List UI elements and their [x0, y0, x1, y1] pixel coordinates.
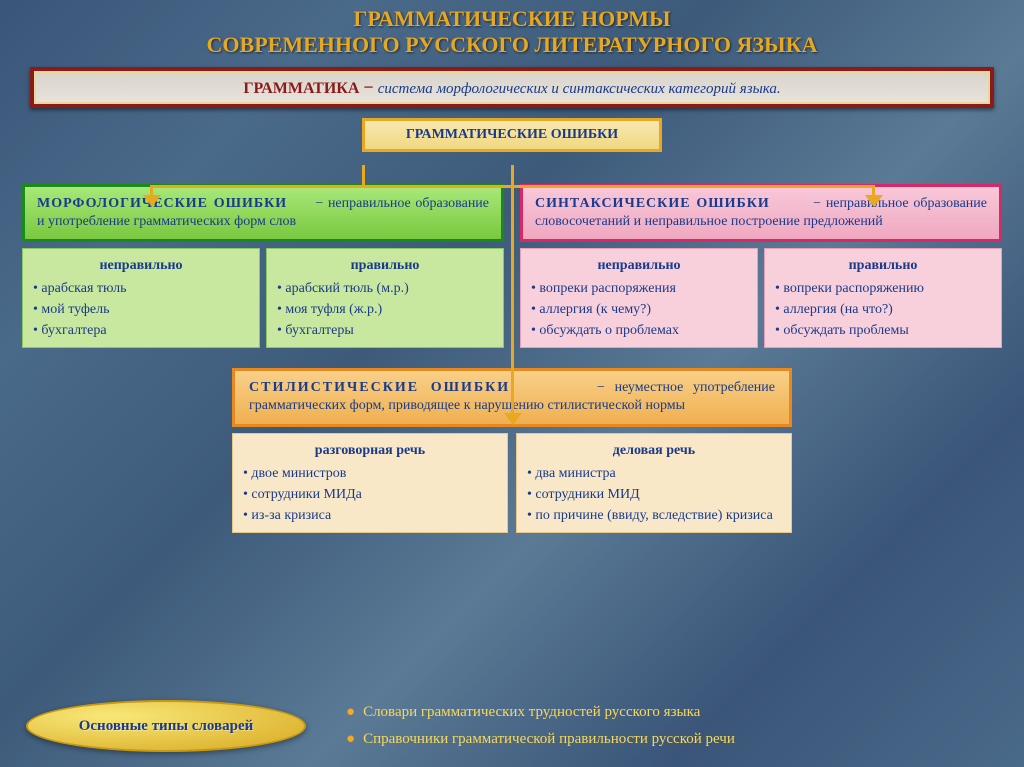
morf-dash: − — [315, 196, 323, 211]
morf-heading: МОРФОЛОГИЧЕСКИЕ ОШИБКИ — [37, 196, 287, 211]
morf-wrong-box: неправильно • арабская тюль • мой туфель… — [22, 248, 260, 348]
title-line1: ГРАММАТИЧЕСКИЕ НОРМЫ — [0, 6, 1024, 32]
synt-dash: − — [813, 196, 821, 211]
list-item: • арабская тюль — [33, 278, 249, 299]
errors-heading-box: ГРАММАТИЧЕСКИЕ ОШИБКИ — [362, 118, 662, 152]
definition-box: ГРАММАТИКА − система морфологических и с… — [30, 67, 994, 108]
styl-right-box: деловая речь • два министра • сотрудники… — [516, 433, 792, 533]
page-title: ГРАММАТИЧЕСКИЕ НОРМЫ СОВРЕМЕННОГО РУССКО… — [0, 0, 1024, 59]
definition-text: система морфологических и синтаксических… — [378, 81, 781, 97]
list-item: • мой туфель — [33, 299, 249, 320]
list-item: • бухгалтеры — [277, 320, 493, 341]
syntactic-box: СИНТАКСИЧЕСКИЕ ОШИБКИ − неправильное обр… — [520, 184, 1002, 242]
styl-right-heading: деловая речь — [527, 440, 781, 461]
footer: Основные типы словарей ●Словари граммати… — [0, 699, 1024, 753]
definition-label: ГРАММАТИКА — [243, 80, 359, 97]
definition-dash: − — [363, 77, 373, 97]
morf-right-heading: правильно — [277, 255, 493, 276]
dictionaries-oval: Основные типы словарей — [26, 700, 306, 752]
list-item: • арабский тюль (м.р.) — [277, 278, 493, 299]
list-item: • из-за кризиса — [243, 505, 497, 526]
errors-heading: ГРАММАТИЧЕСКИЕ ОШИБКИ — [406, 127, 618, 142]
arrow-down-icon — [504, 413, 522, 425]
synt-heading: СИНТАКСИЧЕСКИЕ ОШИБКИ — [535, 196, 770, 211]
dictionaries-list: ●Словари грамматических трудностей русск… — [346, 699, 735, 753]
styl-left-heading: разговорная речь — [243, 440, 497, 461]
arrow-down-icon — [143, 195, 161, 207]
synt-right-box: правильно • вопреки распоряжению • аллер… — [764, 248, 1002, 348]
styl-dash: − — [597, 380, 605, 395]
list-item: • вопреки распоряжения — [531, 278, 747, 299]
bullet-icon: ● — [346, 731, 355, 747]
list-item: • обсуждать проблемы — [775, 320, 991, 341]
list-item: • два министра — [527, 463, 781, 484]
list-item: • обсуждать о проблемах — [531, 320, 747, 341]
list-item: • моя туфля (ж.р.) — [277, 299, 493, 320]
styl-left-box: разговорная речь • двое министров • сотр… — [232, 433, 508, 533]
arrow-line — [362, 165, 365, 187]
title-line2: СОВРЕМЕННОГО РУССКОГО ЛИТЕРАТУРНОГО ЯЗЫК… — [0, 32, 1024, 58]
list-item: • вопреки распоряжению — [775, 278, 991, 299]
arrow-down-icon — [865, 195, 883, 207]
list-item: • сотрудники МИД — [527, 484, 781, 505]
oval-label: Основные типы словарей — [79, 718, 254, 735]
list-item: • двое министров — [243, 463, 497, 484]
list-item: • по причине (ввиду, вследствие) кризиса — [527, 505, 781, 526]
synt-wrong-box: неправильно • вопреки распоряжения • алл… — [520, 248, 758, 348]
synt-right-heading: правильно — [775, 255, 991, 276]
list-item: • аллергия (к чему?) — [531, 299, 747, 320]
list-item: ●Справочники грамматической правильности… — [346, 726, 735, 753]
arrow-line — [511, 165, 514, 415]
list-item: • аллергия (на что?) — [775, 299, 991, 320]
list-item: • бухгалтера — [33, 320, 249, 341]
styl-heading: СТИЛИСТИЧЕСКИЕ ОШИБКИ — [249, 380, 510, 395]
synt-examples: неправильно • вопреки распоряжения • алл… — [520, 248, 1002, 348]
morf-wrong-heading: неправильно — [33, 255, 249, 276]
list-item: • сотрудники МИДа — [243, 484, 497, 505]
stylistic-examples: разговорная речь • двое министров • сотр… — [232, 433, 792, 533]
morf-right-box: правильно • арабский тюль (м.р.) • моя т… — [266, 248, 504, 348]
morf-examples: неправильно • арабская тюль • мой туфель… — [22, 248, 504, 348]
bullet-icon: ● — [346, 704, 355, 720]
morphological-box: МОРФОЛОГИЧЕСКИЕ ОШИБКИ − неправильное об… — [22, 184, 504, 242]
synt-wrong-heading: неправильно — [531, 255, 747, 276]
list-item: ●Словари грамматических трудностей русск… — [346, 699, 735, 726]
